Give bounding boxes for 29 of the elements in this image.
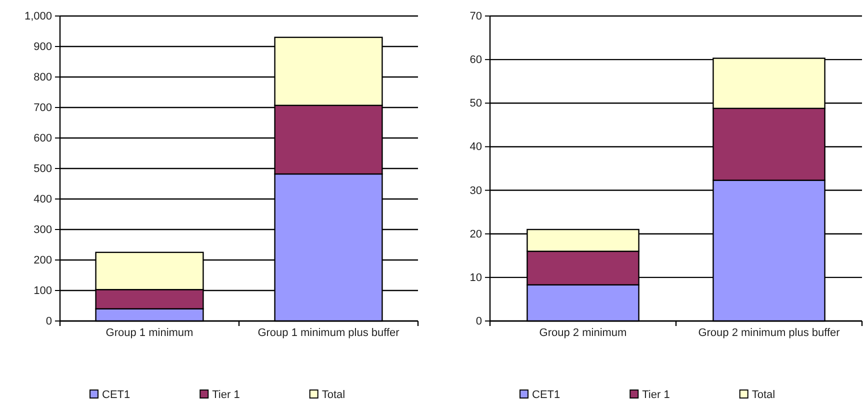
y-tick-label: 600 — [34, 132, 52, 145]
legend-label: CET1 — [102, 389, 130, 401]
legend-label: Tier 1 — [642, 389, 670, 401]
y-tick-label: 60 — [470, 54, 482, 66]
y-tick-label: 50 — [470, 98, 482, 110]
y-tick-label: 300 — [34, 224, 52, 236]
y-tick-label: 400 — [34, 194, 52, 206]
y-tick-label: 0 — [476, 316, 482, 328]
y-tick-label: 20 — [470, 228, 482, 240]
y-tick-label: 70 — [470, 10, 482, 23]
y-tick-label: 10 — [470, 272, 482, 284]
x-tick-label: Group 1 minimum plus buffer — [258, 327, 400, 340]
y-tick-label: 40 — [470, 141, 482, 154]
legend-label: Total — [322, 389, 346, 401]
y-tick-label: 100 — [34, 285, 52, 298]
y-tick-label: 900 — [34, 41, 52, 54]
y-tick-label: 1,000 — [24, 10, 52, 23]
legend-label: CET1 — [532, 389, 560, 401]
x-tick-label: Group 2 minimum — [539, 327, 627, 340]
y-tick-label: 200 — [34, 254, 52, 267]
y-tick-label: 0 — [46, 316, 52, 328]
legend-label: Tier 1 — [212, 389, 240, 401]
x-tick-label: Group 1 minimum — [106, 327, 194, 340]
legend-label: Total — [752, 389, 776, 401]
y-tick-label: 500 — [34, 163, 52, 176]
y-tick-label: 700 — [34, 102, 52, 114]
y-tick-label: 30 — [470, 184, 482, 197]
x-tick-label: Group 2 minimum plus buffer — [698, 327, 840, 340]
y-tick-label: 800 — [34, 72, 52, 84]
